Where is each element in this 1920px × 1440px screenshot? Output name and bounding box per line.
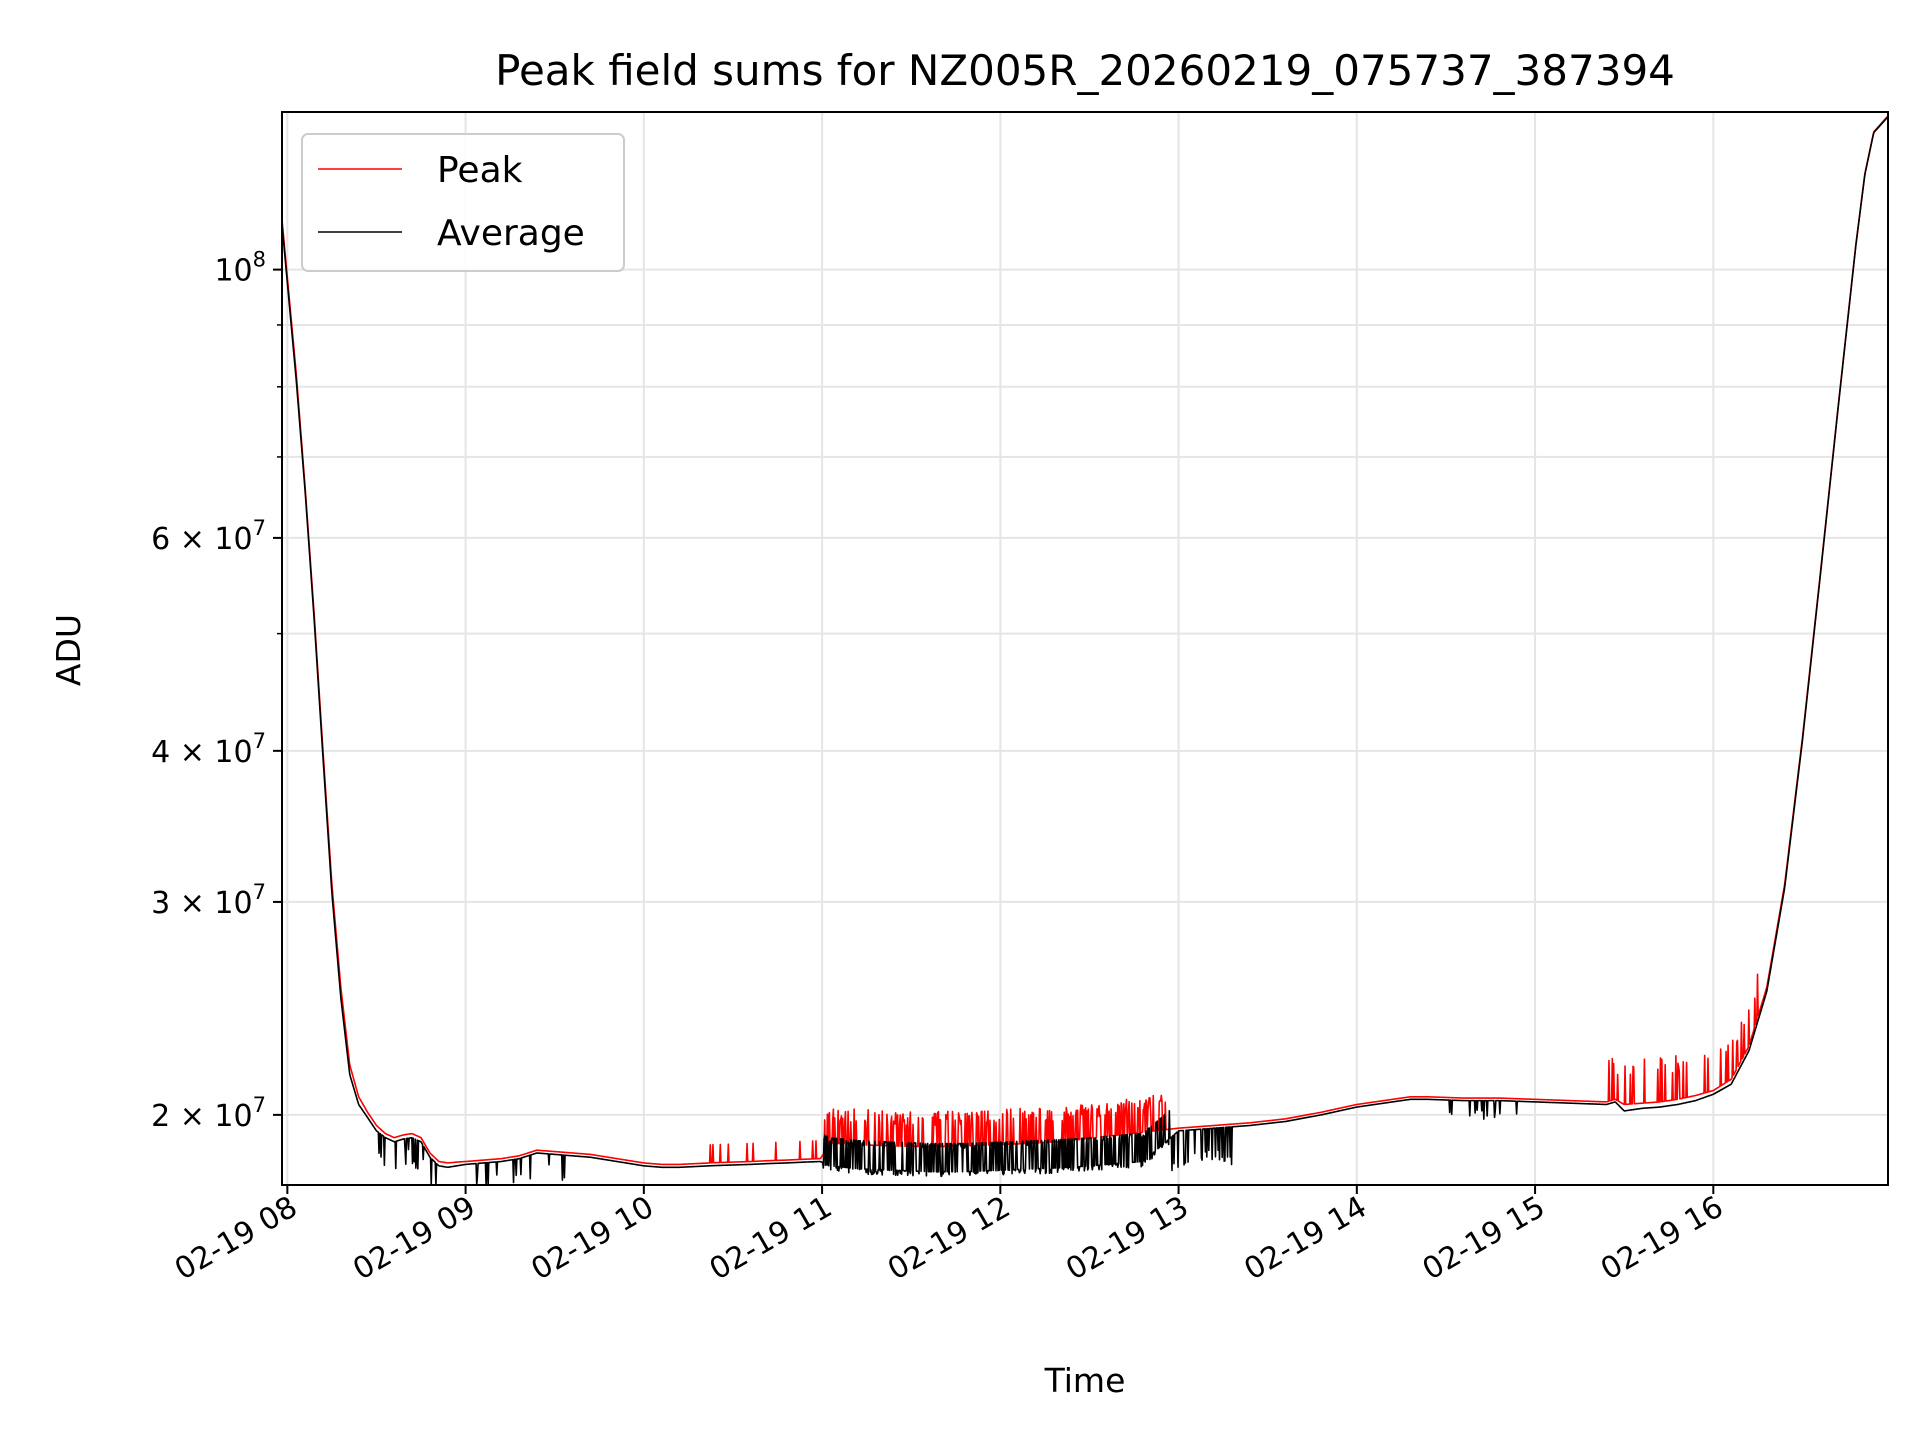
y-tick-label: 2 × 107: [151, 1093, 266, 1134]
legend: Peak Average: [301, 133, 625, 272]
series-line-peak: [281, 115, 1889, 1166]
plot-series: [281, 115, 1889, 1186]
series-average: [281, 116, 1889, 1186]
y-axis-label: ADU: [49, 614, 88, 686]
series-peak: [281, 115, 1889, 1166]
y-tick-label: 6 × 107: [151, 516, 266, 557]
grid: [282, 112, 1888, 1185]
chart-title: Peak field sums for NZ005R_20260219_0757…: [495, 46, 1675, 95]
y-tick-label: 108: [214, 248, 266, 289]
legend-label-peak: Peak: [437, 150, 523, 191]
y-tick-label: 3 × 107: [151, 880, 266, 921]
legend-label-average: Average: [437, 213, 585, 254]
axes-frame: [281, 111, 1889, 1186]
x-axis-label: Time: [1044, 1361, 1126, 1400]
series-line-average: [281, 116, 1889, 1186]
y-tick-label: 4 × 107: [151, 729, 266, 770]
